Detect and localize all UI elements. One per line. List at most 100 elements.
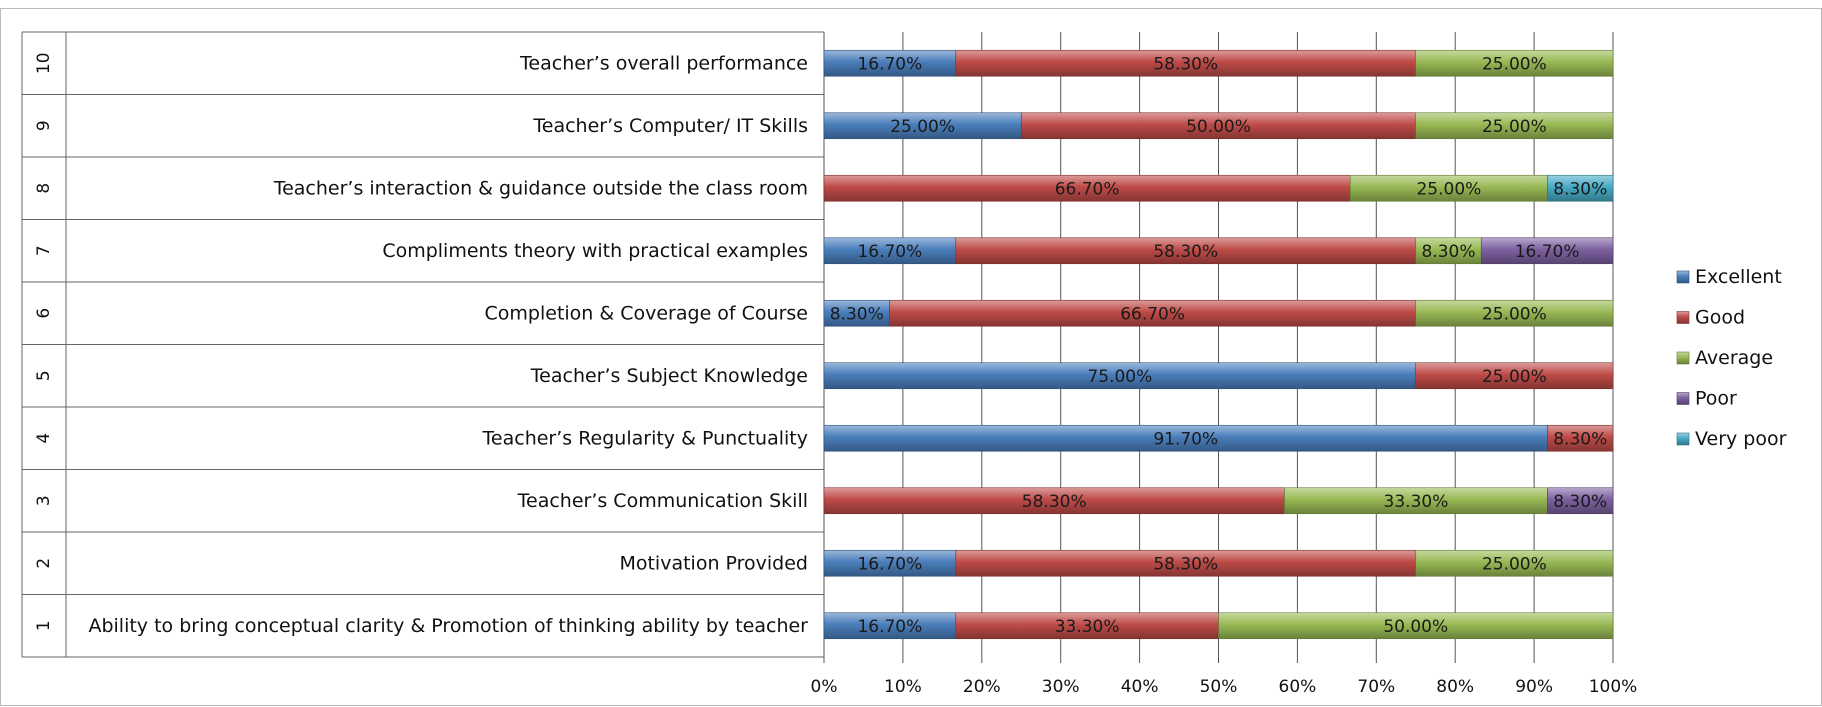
- data-label: 16.70%: [857, 54, 922, 74]
- category-label: Motivation Provided: [619, 552, 808, 574]
- data-label: 58.30%: [1153, 242, 1218, 262]
- data-labels: 16.70% 33.30% 50.00% 16.70% 58.30% 25.00% 58.3…: [830, 54, 1608, 637]
- bar-segment: [955, 237, 1417, 265]
- legend-swatch: [1676, 432, 1690, 446]
- bars: [823, 49, 1614, 640]
- category-number: 5: [34, 370, 54, 381]
- bar-segment: [823, 237, 957, 265]
- category-number: 7: [34, 245, 54, 256]
- bar-segment: [1547, 174, 1614, 202]
- data-label: 16.70%: [857, 242, 922, 262]
- bar-segment: [823, 424, 1548, 452]
- bar-segment: [823, 112, 1022, 140]
- data-label: 33.30%: [1055, 617, 1120, 637]
- data-label: 25.00%: [1482, 304, 1547, 324]
- bar-segment: [1218, 612, 1614, 640]
- legend-swatch: [1676, 311, 1690, 324]
- data-label: 8.30%: [1553, 179, 1607, 199]
- data-label: 58.30%: [1022, 492, 1087, 512]
- legend-label: Good: [1695, 307, 1745, 329]
- category-number: 6: [34, 308, 54, 319]
- x-tick-label: 20%: [963, 677, 1001, 697]
- data-label: 66.70%: [1120, 304, 1185, 324]
- data-label: 16.70%: [1515, 242, 1580, 262]
- data-label: 25.00%: [1416, 179, 1481, 199]
- bar-segment: [823, 612, 957, 640]
- legend: Excellent Good Average Poor Very poor: [1676, 266, 1787, 450]
- legend-label: Very poor: [1695, 428, 1787, 450]
- legend-label: Excellent: [1695, 266, 1782, 288]
- data-label: 25.00%: [1482, 117, 1547, 137]
- category-label: Completion & Coverage of Course: [485, 302, 808, 324]
- category-number: 2: [34, 558, 54, 569]
- bar-segment: [955, 49, 1417, 77]
- data-label: 33.30%: [1384, 492, 1449, 512]
- category-number: 4: [34, 433, 54, 444]
- data-label: 50.00%: [1186, 117, 1251, 137]
- bar-segment: [1415, 299, 1614, 327]
- x-tick-label: 50%: [1200, 677, 1238, 697]
- legend-label: Average: [1695, 347, 1773, 369]
- legend-swatch: [1676, 351, 1690, 365]
- data-label: 8.30%: [1553, 429, 1607, 449]
- data-label: 50.00%: [1383, 617, 1448, 637]
- bar-segment: [1547, 424, 1614, 452]
- bar-segment: [1415, 362, 1614, 390]
- category-number: 1: [34, 620, 54, 631]
- legend-swatch: [1676, 392, 1690, 405]
- category-label: Teacher’s Subject Knowledge: [530, 365, 808, 387]
- data-label: 66.70%: [1055, 179, 1120, 199]
- category-label: Teacher’s interaction & guidance outside…: [273, 177, 808, 199]
- bar-segment: [1415, 549, 1614, 577]
- data-label: 8.30%: [1421, 242, 1475, 262]
- x-tick-label: 60%: [1279, 677, 1317, 697]
- x-tick-label: 100%: [1589, 677, 1638, 697]
- bar-segment: [1020, 112, 1417, 140]
- x-tick-label: 70%: [1357, 677, 1395, 697]
- category-number: 9: [34, 120, 54, 131]
- category-label: Ability to bring conceptual clarity & Pr…: [88, 615, 808, 637]
- bar-segment: [823, 487, 1285, 515]
- bar-segment: [1284, 487, 1548, 515]
- chart-frame: [0, 8, 1822, 706]
- data-label: 16.70%: [857, 617, 922, 637]
- data-label: 91.70%: [1153, 429, 1218, 449]
- category-number: 10: [34, 52, 54, 74]
- data-label: 25.00%: [1482, 554, 1547, 574]
- bar-segment: [1415, 112, 1614, 140]
- bar-segment: [955, 612, 1219, 640]
- data-label: 25.00%: [890, 117, 955, 137]
- bar-segment: [955, 549, 1417, 577]
- data-label: 25.00%: [1482, 367, 1547, 387]
- data-label: 58.30%: [1153, 554, 1218, 574]
- x-tick-label: 10%: [884, 677, 922, 697]
- bar-segment: [823, 49, 957, 77]
- category-label: Teacher’s Regularity & Punctuality: [482, 427, 808, 449]
- data-label: 8.30%: [830, 304, 884, 324]
- x-tick-label: 30%: [1042, 677, 1080, 697]
- data-label: 58.30%: [1153, 54, 1218, 74]
- x-axis-ticks: 0% 10% 20% 30% 40% 50% 60% 70% 80% 90% 100%: [811, 677, 1638, 697]
- category-label: Teacher’s Computer/ IT Skills: [532, 115, 808, 137]
- x-tick-label: 40%: [1121, 677, 1159, 697]
- data-label: 75.00%: [1087, 367, 1152, 387]
- legend-label: Poor: [1695, 388, 1737, 410]
- category-label: Teacher’s overall performance: [519, 52, 808, 74]
- category-number: 3: [34, 495, 54, 506]
- x-tick-label: 80%: [1436, 677, 1474, 697]
- bar-segment: [823, 299, 890, 327]
- x-tick-label: 0%: [811, 677, 838, 697]
- data-label: 25.00%: [1482, 54, 1547, 74]
- data-label: 16.70%: [857, 554, 922, 574]
- category-labels: 1 Ability to bring conceptual clarity & P…: [34, 52, 808, 637]
- bar-segment: [1480, 237, 1614, 265]
- legend-swatch: [1676, 270, 1690, 284]
- category-number: 8: [34, 183, 54, 194]
- x-tick-label: 90%: [1515, 677, 1553, 697]
- bar-segment: [823, 362, 1417, 390]
- bar-segment: [1415, 49, 1614, 77]
- category-label: Compliments theory with practical exampl…: [382, 240, 808, 262]
- bar-segment: [1547, 487, 1614, 515]
- data-label: 8.30%: [1553, 492, 1607, 512]
